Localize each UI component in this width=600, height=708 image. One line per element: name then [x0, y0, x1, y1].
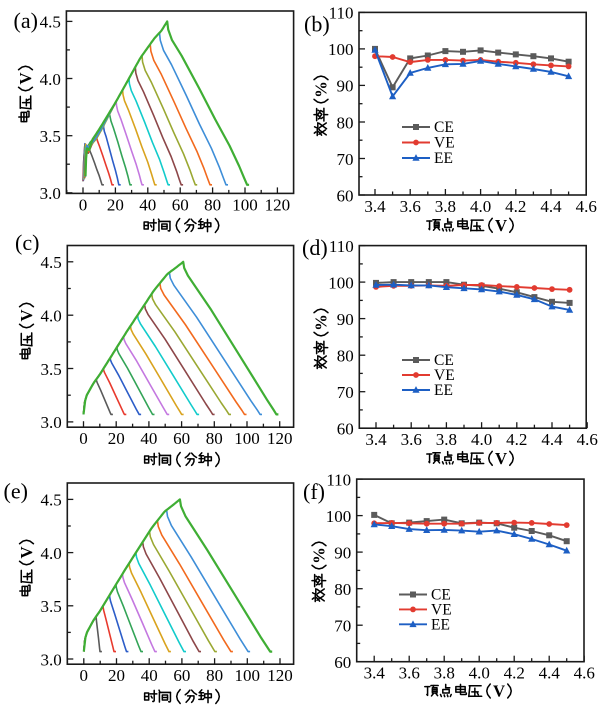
svg-text:(e): (e)	[4, 479, 28, 504]
svg-text:%: %	[312, 314, 331, 331]
svg-text:V: V	[495, 216, 507, 235]
svg-text:EE: EE	[434, 150, 453, 167]
svg-text:3.6: 3.6	[399, 664, 420, 683]
svg-text:4.0: 4.0	[471, 430, 492, 449]
svg-text:60: 60	[173, 666, 190, 685]
svg-text:4.5: 4.5	[40, 13, 61, 32]
svg-text:4.4: 4.4	[541, 430, 563, 449]
svg-text:4.0: 4.0	[41, 307, 62, 326]
svg-text:120: 120	[267, 666, 293, 685]
svg-text:V: V	[495, 449, 507, 468]
svg-text:40: 40	[141, 666, 158, 685]
svg-text:60: 60	[337, 420, 354, 439]
svg-text:70: 70	[337, 383, 354, 402]
svg-text:80: 80	[204, 195, 221, 214]
svg-text:20: 20	[108, 666, 125, 685]
svg-text:0: 0	[79, 195, 88, 214]
svg-text:4.5: 4.5	[41, 253, 62, 272]
svg-text:3.8: 3.8	[435, 197, 456, 216]
svg-text:3.5: 3.5	[41, 597, 62, 616]
svg-text:V: V	[493, 682, 505, 701]
svg-text:60: 60	[337, 186, 354, 205]
svg-text:CE: CE	[431, 587, 451, 604]
svg-text:4.5: 4.5	[41, 491, 62, 510]
svg-text:3.4: 3.4	[364, 197, 386, 216]
svg-text:120: 120	[267, 429, 293, 448]
svg-text:VE: VE	[434, 135, 455, 152]
svg-text:4.4: 4.4	[539, 664, 561, 683]
svg-text:40: 40	[140, 429, 157, 448]
svg-text:110: 110	[326, 470, 351, 489]
svg-text:3.5: 3.5	[40, 127, 61, 146]
svg-text:20: 20	[108, 429, 125, 448]
svg-text:4.0: 4.0	[40, 70, 61, 89]
svg-text:20: 20	[107, 195, 124, 214]
svg-text:V: V	[17, 309, 36, 321]
svg-text:90: 90	[337, 77, 354, 96]
svg-text:3.6: 3.6	[401, 430, 422, 449]
svg-text:110: 110	[329, 4, 354, 23]
svg-text:V: V	[16, 72, 35, 84]
svg-text:3.8: 3.8	[436, 430, 457, 449]
svg-text:(a): (a)	[14, 8, 38, 33]
svg-text:40: 40	[139, 195, 156, 214]
svg-text:80: 80	[334, 580, 351, 599]
svg-text:4.0: 4.0	[469, 664, 490, 683]
svg-text:80: 80	[337, 113, 354, 132]
svg-text:(b): (b)	[304, 12, 330, 37]
svg-text:VE: VE	[431, 601, 452, 618]
svg-text:80: 80	[337, 347, 354, 366]
svg-text:(f): (f)	[303, 479, 325, 504]
svg-text:(c): (c)	[15, 230, 39, 255]
svg-text:3.4: 3.4	[364, 664, 386, 683]
svg-text:4.6: 4.6	[576, 197, 597, 216]
svg-text:(d): (d)	[302, 235, 328, 260]
svg-text:EE: EE	[431, 616, 450, 633]
svg-text:70: 70	[334, 617, 351, 636]
svg-text:%: %	[310, 547, 329, 564]
svg-text:4.0: 4.0	[470, 197, 491, 216]
svg-text:90: 90	[334, 543, 351, 562]
svg-text:60: 60	[334, 653, 351, 672]
svg-text:3.0: 3.0	[41, 650, 62, 669]
svg-text:CE: CE	[434, 352, 454, 369]
svg-text:100: 100	[326, 507, 352, 526]
svg-text:90: 90	[337, 310, 354, 329]
svg-text:4.2: 4.2	[506, 430, 527, 449]
svg-text:110: 110	[329, 237, 354, 256]
svg-text:3.8: 3.8	[434, 664, 455, 683]
svg-text:EE: EE	[434, 382, 453, 399]
svg-text:3.0: 3.0	[40, 184, 61, 203]
svg-text:0: 0	[79, 429, 88, 448]
svg-text:60: 60	[172, 195, 189, 214]
svg-text:3.5: 3.5	[41, 360, 62, 379]
svg-text:80: 80	[206, 666, 223, 685]
svg-text:100: 100	[235, 666, 261, 685]
svg-text:3.4: 3.4	[365, 430, 387, 449]
svg-text:CE: CE	[434, 119, 454, 136]
svg-text:%: %	[312, 81, 331, 98]
svg-text:4.0: 4.0	[41, 544, 62, 563]
svg-text:4.6: 4.6	[577, 430, 598, 449]
svg-text:V: V	[17, 546, 36, 558]
svg-text:4.2: 4.2	[505, 197, 526, 216]
svg-text:4.2: 4.2	[504, 664, 525, 683]
svg-text:100: 100	[328, 273, 354, 292]
svg-text:VE: VE	[434, 367, 455, 384]
svg-text:60: 60	[173, 429, 190, 448]
svg-text:70: 70	[337, 150, 354, 169]
svg-text:80: 80	[206, 429, 223, 448]
svg-text:100: 100	[234, 429, 260, 448]
svg-text:100: 100	[232, 195, 258, 214]
svg-text:120: 120	[265, 195, 291, 214]
svg-text:4.6: 4.6	[574, 664, 595, 683]
svg-text:4.4: 4.4	[540, 197, 562, 216]
svg-text:100: 100	[328, 40, 354, 59]
svg-text:3.0: 3.0	[41, 413, 62, 432]
svg-text:0: 0	[80, 666, 89, 685]
svg-text:3.6: 3.6	[400, 197, 421, 216]
